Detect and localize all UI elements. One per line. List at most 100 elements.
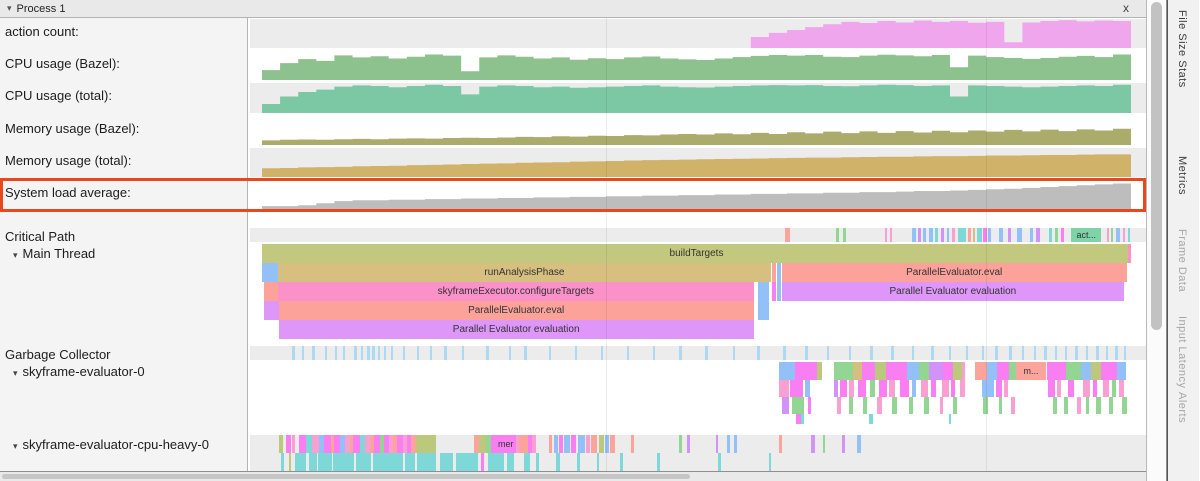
track-segment[interactable] (981, 380, 994, 397)
track-segment[interactable] (591, 435, 598, 453)
track-segment[interactable] (929, 362, 944, 380)
track-segment[interactable] (997, 362, 1010, 380)
flame-bar[interactable]: Parallel Evaluator evaluation (781, 282, 1125, 301)
track-segment[interactable] (983, 397, 988, 414)
track-segment[interactable] (1103, 380, 1110, 397)
track-segment[interactable] (918, 228, 921, 242)
track-segment[interactable] (596, 453, 600, 471)
track-segment[interactable] (1046, 362, 1066, 380)
track-segment[interactable] (574, 346, 578, 360)
track-segment[interactable] (839, 380, 847, 397)
track-segment[interactable] (1011, 397, 1016, 414)
memory-total-area-chart[interactable] (262, 148, 1131, 177)
track-segment[interactable] (935, 228, 939, 242)
track-segment[interactable] (324, 346, 327, 360)
flame-bar[interactable]: ParallelEvaluator.eval (781, 263, 1127, 282)
track-segment[interactable] (1017, 228, 1022, 242)
track-segment[interactable] (705, 346, 708, 360)
track-segment[interactable] (1118, 380, 1125, 397)
tab-input-latency[interactable]: Input Latency (1176, 316, 1188, 389)
track-segment[interactable] (440, 453, 454, 471)
track-segment[interactable] (892, 397, 898, 414)
track-segment[interactable] (586, 435, 590, 453)
track-segment[interactable] (1075, 346, 1078, 360)
track-segment[interactable] (548, 435, 553, 453)
track-segment[interactable] (715, 435, 719, 453)
track-segment[interactable] (781, 397, 789, 414)
track-segment[interactable] (559, 435, 563, 453)
horizontal-scrollbar[interactable] (0, 471, 1146, 481)
track-segment[interactable] (757, 346, 760, 360)
track-segment[interactable] (527, 435, 533, 453)
track-segment[interactable] (1123, 228, 1126, 242)
track-action-count[interactable] (248, 18, 1146, 50)
track-segment[interactable] (948, 414, 952, 424)
track-segment[interactable] (1081, 362, 1091, 380)
track-segment[interactable] (1009, 362, 1017, 380)
track-segment[interactable] (474, 435, 480, 453)
track-segment[interactable] (792, 397, 805, 414)
track-segment[interactable] (402, 435, 408, 453)
track-segment[interactable] (1036, 228, 1040, 242)
track-segment[interactable] (878, 380, 887, 397)
track-segment[interactable] (508, 346, 512, 360)
track-segment[interactable] (1060, 228, 1065, 242)
track-segment[interactable] (779, 362, 795, 380)
track-segment[interactable] (349, 435, 354, 453)
track-segment[interactable] (826, 346, 830, 360)
cpu-total-area-chart[interactable] (262, 83, 1131, 113)
track-segment[interactable] (402, 346, 406, 360)
flame-bar[interactable]: ParallelEvaluator.eval (278, 301, 754, 320)
track-segment[interactable] (515, 435, 520, 453)
track-segment[interactable] (1111, 228, 1114, 242)
track-segment[interactable] (805, 346, 808, 360)
track-segment[interactable] (800, 414, 805, 424)
track-segment[interactable] (726, 435, 730, 453)
track-segment[interactable] (410, 435, 416, 453)
track-segment[interactable] (318, 453, 332, 471)
track-segment[interactable] (857, 435, 861, 453)
track-segment[interactable] (1122, 397, 1127, 414)
track-segment[interactable] (599, 435, 604, 453)
track-segment[interactable] (429, 346, 433, 360)
track-segment[interactable] (920, 380, 928, 397)
track-segment[interactable] (1101, 362, 1118, 380)
system-load-area-chart[interactable] (262, 180, 1131, 209)
track-segment[interactable] (605, 435, 609, 453)
track-segment[interactable] (334, 346, 338, 360)
track-segment[interactable] (383, 346, 387, 360)
track-segment[interactable] (977, 228, 982, 242)
track-segment[interactable] (794, 362, 818, 380)
track-segment[interactable] (959, 380, 965, 397)
track-segment[interactable] (1033, 346, 1037, 360)
track-segment[interactable] (407, 435, 411, 453)
track-segment[interactable] (868, 414, 873, 424)
tab-alerts[interactable]: Alerts (1176, 392, 1188, 424)
track-segment[interactable] (311, 435, 320, 453)
track-memory-total[interactable] (248, 147, 1146, 179)
track-segment[interactable] (952, 397, 958, 414)
track-segment[interactable] (532, 435, 536, 453)
track-segment[interactable] (519, 435, 528, 453)
track-segment[interactable] (951, 380, 956, 397)
track-segment[interactable] (912, 346, 915, 360)
track-segment[interactable] (1009, 346, 1012, 360)
track-segment[interactable] (490, 435, 496, 453)
track-segment[interactable] (444, 346, 447, 360)
track-segment[interactable] (718, 453, 721, 471)
track-segment[interactable] (306, 435, 312, 453)
track-segment[interactable] (951, 228, 955, 242)
track-segment[interactable] (833, 362, 853, 380)
track-segment[interactable] (1091, 362, 1102, 380)
track-segment[interactable] (576, 453, 581, 471)
track-segment[interactable] (1068, 380, 1074, 397)
track-segment[interactable] (308, 453, 317, 471)
track-segment[interactable] (848, 346, 851, 360)
track-segment[interactable] (912, 228, 917, 242)
track-segment[interactable] (1030, 228, 1033, 242)
flame-bar[interactable]: skyframeExecutor.configureTargets (277, 282, 754, 301)
track-segment[interactable] (931, 346, 934, 360)
track-segment[interactable] (578, 435, 586, 453)
track-segment[interactable] (480, 453, 484, 471)
track-segment[interactable] (377, 346, 380, 360)
